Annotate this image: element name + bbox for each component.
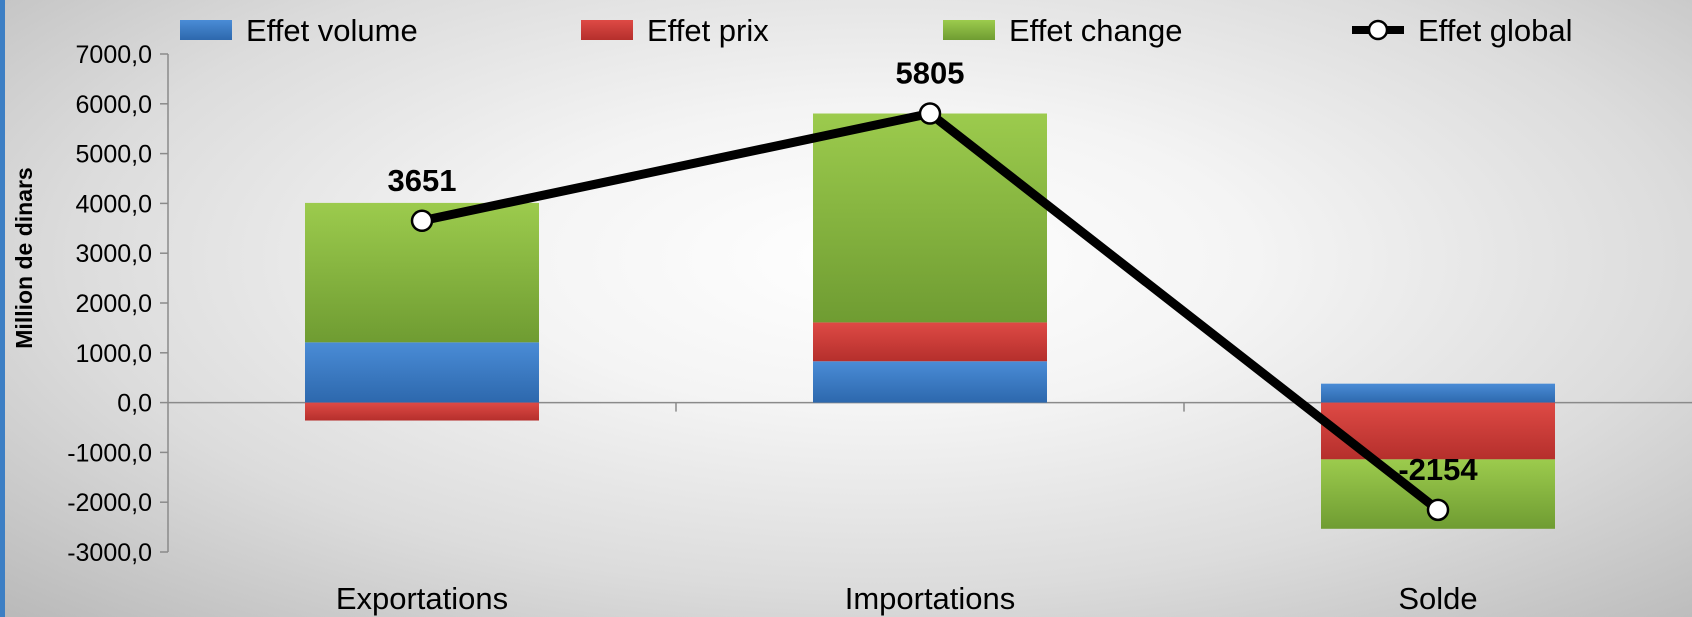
legend-swatch bbox=[180, 20, 232, 40]
global-effect-marker bbox=[918, 102, 942, 125]
bar-segment bbox=[305, 342, 539, 403]
legend: Effet volume Effet prix Effet change Effet … bbox=[180, 13, 1573, 48]
x-category-label: Importations bbox=[845, 581, 1016, 616]
legend-label: Effet volume bbox=[246, 13, 418, 48]
y-tick-label: 0,0 bbox=[117, 390, 152, 418]
axes: -3000,0 -2000,0 -1000,0 0,0 1000,0 2000,0 3000… bbox=[67, 41, 1692, 616]
legend-label: Effet change bbox=[1009, 13, 1183, 48]
data-labels: 3651 5805 -2154 bbox=[388, 56, 1479, 487]
legend-swatch bbox=[581, 20, 633, 40]
bars bbox=[305, 113, 1555, 529]
y-tick-label: -1000,0 bbox=[67, 439, 152, 467]
legend-swatch-marker bbox=[1367, 19, 1389, 41]
y-tick-label: 3000,0 bbox=[76, 240, 152, 268]
x-category-label: Solde bbox=[1398, 581, 1477, 616]
bar-segment bbox=[305, 402, 539, 421]
y-tick-label: -3000,0 bbox=[67, 539, 152, 567]
bar-segment bbox=[813, 361, 1047, 403]
global-effect-marker bbox=[1426, 498, 1450, 522]
y-tick-label: 5000,0 bbox=[76, 141, 152, 169]
y-tick-label: 6000,0 bbox=[76, 91, 152, 119]
data-label: 5805 bbox=[896, 56, 965, 91]
y-tick-label: 1000,0 bbox=[76, 340, 152, 368]
y-tick-label: -2000,0 bbox=[67, 489, 152, 517]
global-effect-marker bbox=[410, 209, 434, 233]
bar-segment bbox=[813, 322, 1047, 362]
data-label: -2154 bbox=[1398, 452, 1478, 487]
y-tick-label: 4000,0 bbox=[76, 190, 152, 218]
legend-label: Effet global bbox=[1418, 13, 1573, 48]
bar-segment bbox=[1321, 383, 1555, 403]
legend-swatch bbox=[943, 20, 995, 40]
bar-segment bbox=[813, 113, 1047, 323]
left-accent-strip bbox=[0, 0, 5, 617]
global-effect-line bbox=[410, 102, 1450, 522]
y-axis-label: Million de dinars bbox=[11, 167, 37, 348]
data-label: 3651 bbox=[388, 163, 457, 198]
y-tick-label: 7000,0 bbox=[76, 41, 152, 69]
legend-label: Effet prix bbox=[647, 13, 769, 48]
x-category-label: Exportations bbox=[336, 581, 508, 616]
y-tick-label: 2000,0 bbox=[76, 290, 152, 318]
